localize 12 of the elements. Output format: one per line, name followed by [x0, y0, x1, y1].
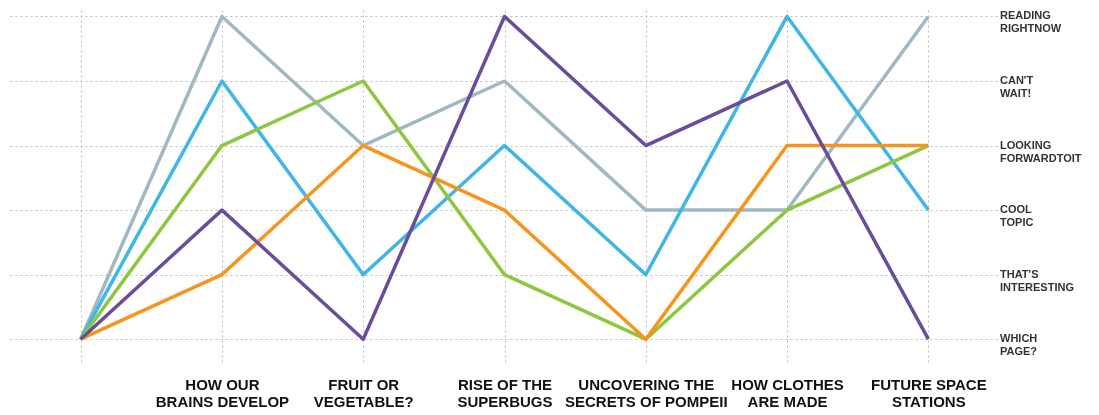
text: COOL TOPIC — [1000, 203, 1034, 229]
text: LOOKING FORWARDTOIT — [1000, 138, 1082, 164]
x-tick-label: FRUIT OR VEGETABLE? — [313, 375, 414, 410]
x-tick-label: HOW OUR BRAINS DEVELOP — [155, 375, 290, 410]
x-tick-label: FUTURE SPACE STATIONS — [871, 375, 987, 410]
x-tick-label: UNCOVERING THE SECRETS OF POMPEII — [565, 375, 728, 410]
text: CAN'T WAIT! — [1000, 74, 1034, 99]
text: WHICH PAGE? — [1000, 332, 1038, 358]
x-tick-label: RISE OF THE SUPERBUGS — [457, 375, 553, 410]
x-tick-label: HOW CLOTHES ARE MADE — [731, 375, 844, 410]
text: THAT'S INTERESTING — [1000, 267, 1074, 293]
text: READING RIGHTNOW — [1000, 9, 1062, 35]
